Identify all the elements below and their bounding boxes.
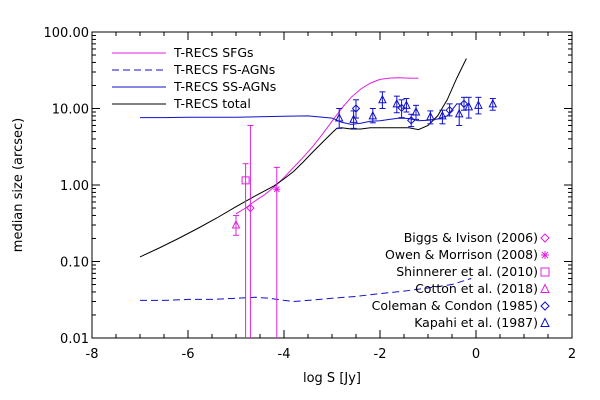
data-point-triangle — [231, 219, 241, 229]
data-point-triangle — [454, 108, 464, 118]
data-point-triangle — [349, 114, 358, 123]
y-tick-labels: 0.01 0.10 1.00 10.00 100.00 — [44, 26, 90, 347]
series-line-t-recs-sfgs — [235, 77, 419, 215]
observation-label: Biggs & Ivison (2006) — [404, 230, 538, 245]
legend-marker-square — [540, 267, 550, 277]
axis-ticks — [91, 31, 573, 339]
data-point-triangle — [438, 110, 447, 120]
legend-label: T-RECS SFGs — [173, 45, 254, 60]
data-point-square — [241, 176, 250, 185]
data-point-diamond — [246, 203, 255, 213]
legend: T-RECS SFGs T-RECS FS-AGNs T-RECS SS-AGN… — [112, 45, 276, 111]
data-point-triangle — [392, 98, 402, 108]
data-point-triangle — [426, 111, 435, 121]
y-tick-label: 0.10 — [60, 256, 89, 271]
observation-label: Cotton et al. (2018) — [415, 281, 538, 296]
x-tick-label: -2 — [374, 347, 387, 362]
data-point-triangle — [378, 94, 387, 104]
observation-label: Owen & Morrison (2008) — [385, 247, 538, 262]
y-axis-label: median size (arcsec) — [11, 118, 26, 252]
data-point-triangle — [464, 101, 474, 111]
x-tick-label: -4 — [278, 347, 291, 362]
data-point-triangle — [334, 112, 344, 122]
data-point-triangle — [368, 110, 378, 120]
observation-label: Kapahi et al. (1987) — [414, 315, 538, 330]
legend-label: T-RECS total — [173, 96, 251, 111]
data-point-diamond — [445, 105, 454, 115]
y-tick-label: 1.00 — [60, 179, 89, 194]
data-point-asterisk — [273, 185, 281, 193]
x-tick-label: 2 — [568, 347, 576, 362]
y-tick-label: 100.00 — [44, 26, 90, 41]
x-tick-labels: -8 -6 -4 -2 0 2 — [86, 347, 577, 362]
data-point-triangle — [402, 100, 411, 109]
x-axis-label: log S [Jy] — [303, 371, 361, 386]
observation-label: Coleman & Condon (1985) — [372, 298, 538, 313]
x-tick-label: 0 — [472, 347, 480, 362]
data-point-diamond — [351, 104, 361, 113]
legend-marker-diamond — [540, 233, 550, 243]
legend-marker-asterisk — [541, 251, 549, 259]
x-tick-label: -6 — [182, 347, 195, 362]
legend-marker-diamond — [540, 301, 550, 311]
data-point-triangle — [411, 106, 421, 116]
y-tick-label: 0.01 — [60, 332, 89, 347]
x-tick-label: -8 — [86, 347, 99, 362]
legend-label: T-RECS FS-AGNs — [173, 62, 275, 77]
legend-marker-triangle — [540, 317, 550, 327]
observation-legend: Biggs & Ivison (2006) Owen & Morrison (2… — [372, 230, 550, 330]
series-line-t-recs-ss-agns — [140, 103, 458, 125]
data-point-diamond — [459, 99, 469, 109]
legend-label: T-RECS SS-AGNs — [173, 79, 276, 94]
legend-marker-triangle — [540, 283, 550, 293]
observation-label: Shinnerer et al. (2010) — [396, 264, 538, 279]
observed-points — [231, 91, 498, 338]
data-point-triangle — [474, 100, 483, 109]
y-tick-label: 10.00 — [52, 103, 89, 118]
data-point-triangle — [488, 98, 498, 108]
